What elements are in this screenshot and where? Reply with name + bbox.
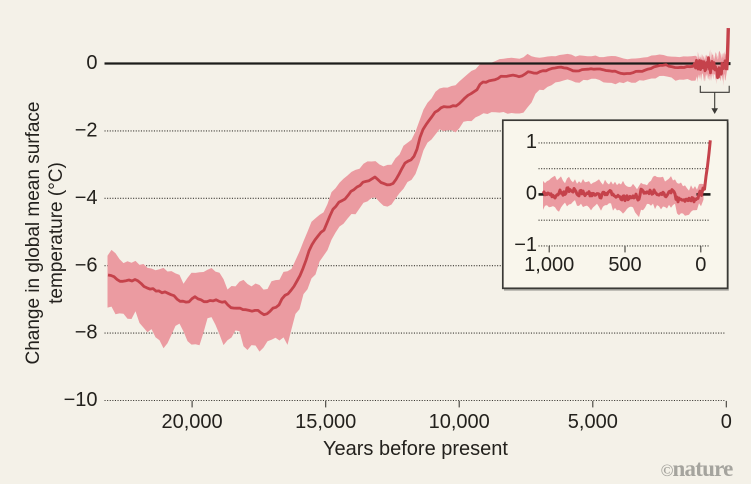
svg-text:−4: −4	[75, 187, 98, 209]
svg-text:20,000: 20,000	[162, 411, 223, 433]
svg-text:500: 500	[608, 254, 641, 276]
svg-text:©nature: ©nature	[661, 456, 733, 481]
svg-text:0: 0	[86, 52, 97, 74]
svg-text:−6: −6	[75, 254, 98, 276]
svg-text:Change in global mean surface: Change in global mean surface	[23, 101, 44, 364]
svg-text:15,000: 15,000	[295, 411, 356, 433]
svg-text:−8: −8	[75, 322, 98, 344]
svg-text:1: 1	[526, 131, 537, 153]
svg-text:1,000: 1,000	[524, 254, 574, 276]
svg-text:Years before present: Years before present	[323, 438, 508, 460]
svg-text:temperature (°C): temperature (°C)	[46, 162, 67, 304]
svg-text:5,000: 5,000	[568, 411, 618, 433]
svg-text:−2: −2	[75, 120, 98, 142]
svg-text:−1: −1	[514, 234, 537, 256]
svg-text:0: 0	[721, 411, 732, 433]
svg-text:0: 0	[695, 254, 706, 276]
svg-text:−10: −10	[64, 389, 98, 411]
svg-text:10,000: 10,000	[429, 411, 490, 433]
svg-text:0: 0	[526, 183, 537, 205]
